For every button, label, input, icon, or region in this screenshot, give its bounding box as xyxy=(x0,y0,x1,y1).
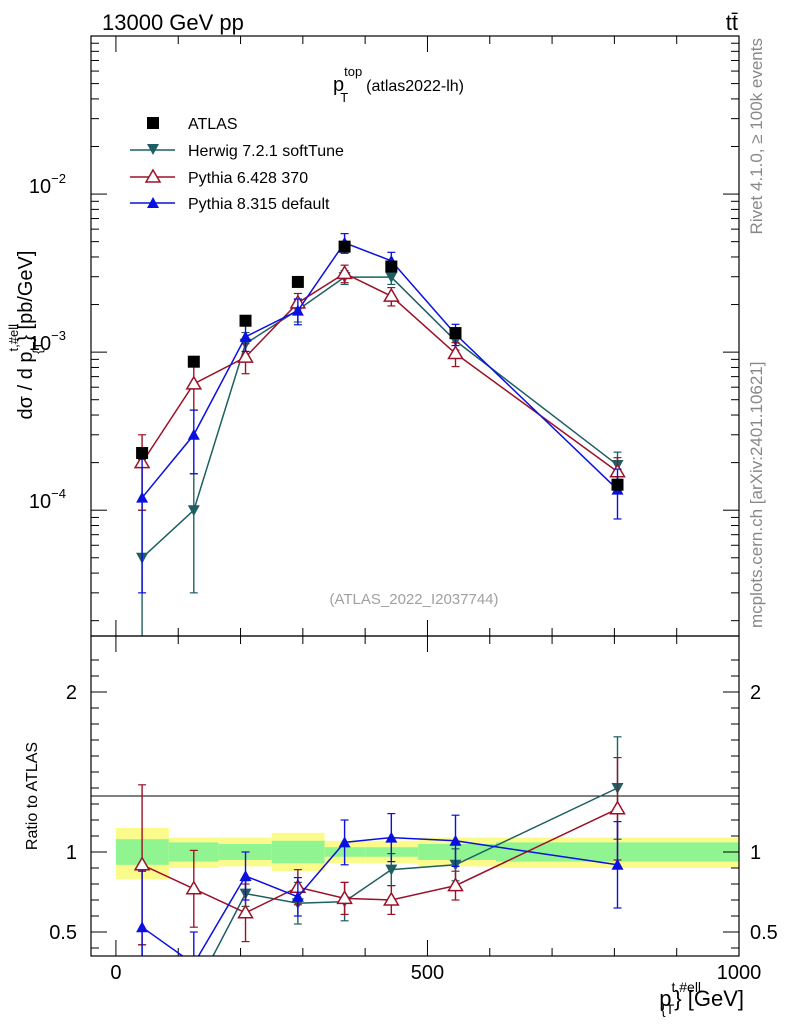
plot-title-suffix: (atlas2022-lh) xyxy=(366,78,464,95)
ratio-y-tick-label-right: 2 xyxy=(750,682,761,704)
ratio-panel: Ratio to ATLAS 0.5 0.5 1 1 2 2 0 500 1000 pt,#e… xyxy=(24,635,778,1017)
ratio-point-pythia6 xyxy=(447,877,464,892)
legend-marker-herwig xyxy=(147,144,159,155)
main-point-atlas xyxy=(385,260,398,273)
ratio-point-pythia6 xyxy=(185,880,203,895)
ratio-y-tick-label-right: 0.5 xyxy=(750,922,778,944)
x-axis-label-sub: {T xyxy=(661,1001,675,1017)
legend-marker-atlas xyxy=(147,117,159,129)
legend-marker-pythia8 xyxy=(147,197,159,208)
main-line-pythia8 xyxy=(141,241,619,499)
ratio-y-tick-label-left: 0.5 xyxy=(49,922,77,944)
main-y-axis-label-prefix: dσ / d p xyxy=(15,351,37,419)
ratio-x-tick-label: 1000 xyxy=(717,962,762,984)
main-point-pythia8 xyxy=(187,428,200,440)
analysis-id-label: (ATLAS_2022_I2037744) xyxy=(329,591,498,608)
y-tick-label-1e-2: 10−2 xyxy=(29,171,66,198)
main-y-axis-label-sub: {T xyxy=(30,342,45,354)
main-point-pythia8 xyxy=(239,330,252,342)
x-axis-label-prefix: p xyxy=(659,986,671,1011)
ratio-point-pythia6 xyxy=(133,856,151,871)
ratio-point-pythia8 xyxy=(291,890,304,902)
ratio-y-tick-label-right: 1 xyxy=(750,842,761,864)
main-panel: ptop T (atlas2022-lh) (ATLAS_2022_I2037744… xyxy=(6,35,740,637)
ratio-point-pythia8 xyxy=(136,921,149,933)
main-point-atlas xyxy=(449,327,462,340)
ratio-axis-ticks xyxy=(91,636,740,956)
ratio-line-pythia6 xyxy=(141,808,618,914)
main-point-pythia8 xyxy=(291,304,304,316)
ratio-band-inner xyxy=(418,844,496,860)
plot-title-sub: T xyxy=(340,90,348,105)
ratio-point-pythia6 xyxy=(383,891,400,906)
ratio-series-clipped xyxy=(133,736,626,956)
main-point-atlas xyxy=(187,355,200,368)
ratio-point-pythia6 xyxy=(609,800,626,815)
ratio-uncertainty-bands xyxy=(115,828,739,880)
ratio-line-pythia8 xyxy=(141,836,618,956)
legend-marker-pythia6 xyxy=(144,168,162,183)
main-point-atlas xyxy=(338,240,351,253)
ratio-x-tick-label: 500 xyxy=(411,962,444,984)
main-y-axis-label-sup: t,#ell xyxy=(6,324,21,352)
y-tick-label-1e-4: 10−4 xyxy=(29,486,66,513)
main-point-pythia6 xyxy=(237,348,254,363)
ratio-y-tick-label-left: 2 xyxy=(66,682,77,704)
plot-title-main: p xyxy=(333,74,344,96)
rivet-version-label: Rivet 4.1.0, ≥ 100k events xyxy=(747,38,766,234)
main-point-herwig xyxy=(187,505,200,517)
main-line-herwig xyxy=(141,276,618,559)
ratio-point-pythia6 xyxy=(336,889,353,905)
main-point-pythia6 xyxy=(383,287,400,302)
main-point-pythia6 xyxy=(185,375,203,390)
main-point-atlas xyxy=(239,314,252,327)
main-point-atlas xyxy=(136,447,149,460)
x-axis-label-sup: t,#ell xyxy=(671,979,701,995)
main-point-atlas xyxy=(291,275,304,288)
legend-label-pythia8: Pythia 8.315 default xyxy=(188,196,330,213)
ratio-point-herwig xyxy=(385,864,398,876)
ratio-y-tick-labels: 0.5 0.5 1 1 2 2 xyxy=(49,682,778,944)
mcplots-reference-label: mcplots.cern.ch [arXiv:2401.10621] xyxy=(747,362,766,628)
ratio-point-pythia8 xyxy=(611,858,624,870)
ratio-point-pythia8 xyxy=(239,870,252,881)
main-y-axis-label: dσ / d pt,#ell {T} [pb/GeV] xyxy=(6,251,45,420)
main-series-layer xyxy=(133,233,626,636)
ratio-point-pythia8 xyxy=(385,831,398,843)
ratio-y-axis-label: Ratio to ATLAS xyxy=(24,742,41,850)
ratio-x-tick-label: 0 xyxy=(110,962,121,984)
legend-label-pythia6: Pythia 6.428 370 xyxy=(188,170,308,187)
x-axis-label: pt,#ell {T} [GeV] xyxy=(659,979,744,1017)
ratio-x-tick-labels: 0 500 1000 xyxy=(110,962,761,984)
ratio-band-inner xyxy=(271,840,325,864)
main-axis-ticks xyxy=(91,35,740,636)
x-axis-label-suffix: } [GeV] xyxy=(674,986,744,1011)
main-point-atlas xyxy=(611,478,624,491)
ratio-y-tick-label-left: 1 xyxy=(66,842,77,864)
ratio-point-pythia8 xyxy=(338,836,351,848)
header-process-label: tt̄ xyxy=(726,10,738,35)
legend: ATLAS Herwig 7.2.1 softTune Pythia 6.428… xyxy=(130,116,344,213)
main-point-pythia6 xyxy=(336,264,353,280)
plot-title: ptop T (atlas2022-lh) xyxy=(333,64,464,105)
y-tick-label-1e-3: 10−3 xyxy=(29,328,66,355)
ratio-line-herwig xyxy=(212,787,618,956)
ratio-point-pythia8 xyxy=(449,834,462,846)
ratio-point-pythia6 xyxy=(237,904,254,919)
legend-label-herwig: Herwig 7.2.1 softTune xyxy=(188,143,344,160)
ratio-frame xyxy=(90,635,740,957)
ratio-series-layer xyxy=(133,736,626,956)
main-point-herwig xyxy=(385,272,398,284)
main-point-pythia8 xyxy=(136,491,149,503)
legend-label-atlas: ATLAS xyxy=(188,116,238,133)
main-y-axis-label-suffix: } [pb/GeV] xyxy=(15,251,37,342)
header-collision-label: 13000 GeV pp xyxy=(102,10,244,35)
main-line-pythia6 xyxy=(141,272,618,473)
plot-title-sup: top xyxy=(344,64,362,79)
main-point-pythia6 xyxy=(447,345,464,360)
